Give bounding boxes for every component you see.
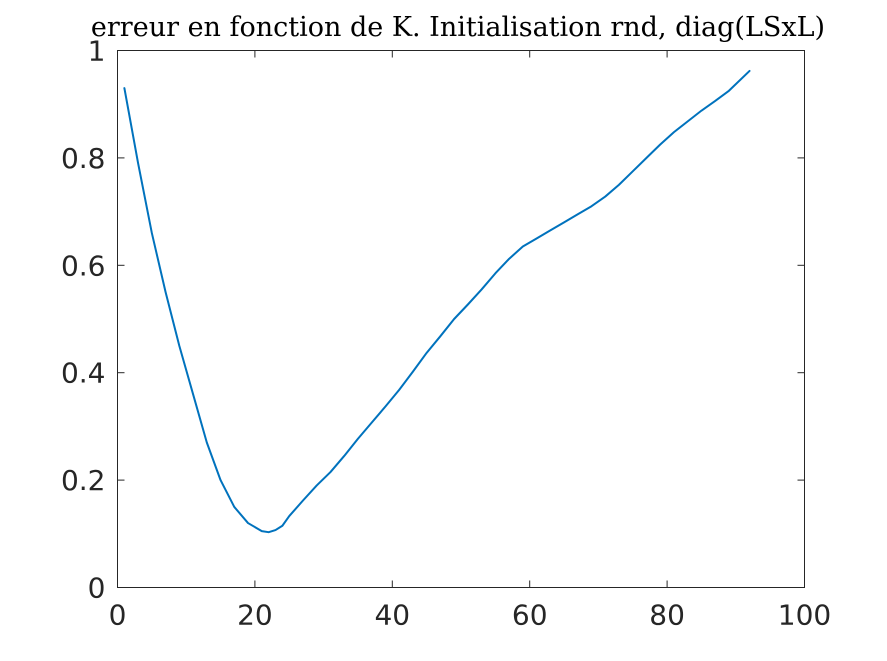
chart-title: erreur en fonction de K. Initialisation … (91, 12, 825, 43)
y-tick-label: 0.2 (61, 464, 106, 497)
x-tick-label: 60 (512, 599, 548, 632)
series-line (123, 69, 751, 534)
y-tick-label: 0.4 (61, 357, 106, 390)
y-tick-label: 0 (88, 572, 106, 605)
x-tick-label: 80 (649, 599, 685, 632)
x-tick-label: 100 (778, 599, 831, 632)
y-tick-label: 0.8 (61, 142, 106, 175)
y-tick-label: 1 (88, 35, 106, 68)
x-tick-label: 40 (374, 599, 410, 632)
series-group (123, 69, 751, 534)
x-tick-label: 0 (109, 599, 127, 632)
plot-area-frame (117, 50, 805, 588)
y-tick-label: 0.6 (61, 249, 106, 282)
x-tick-label: 20 (237, 599, 273, 632)
axis-ticks: 0 20 40 60 80 100 0 0.2 0.4 0.6 0.8 1 (61, 35, 831, 632)
